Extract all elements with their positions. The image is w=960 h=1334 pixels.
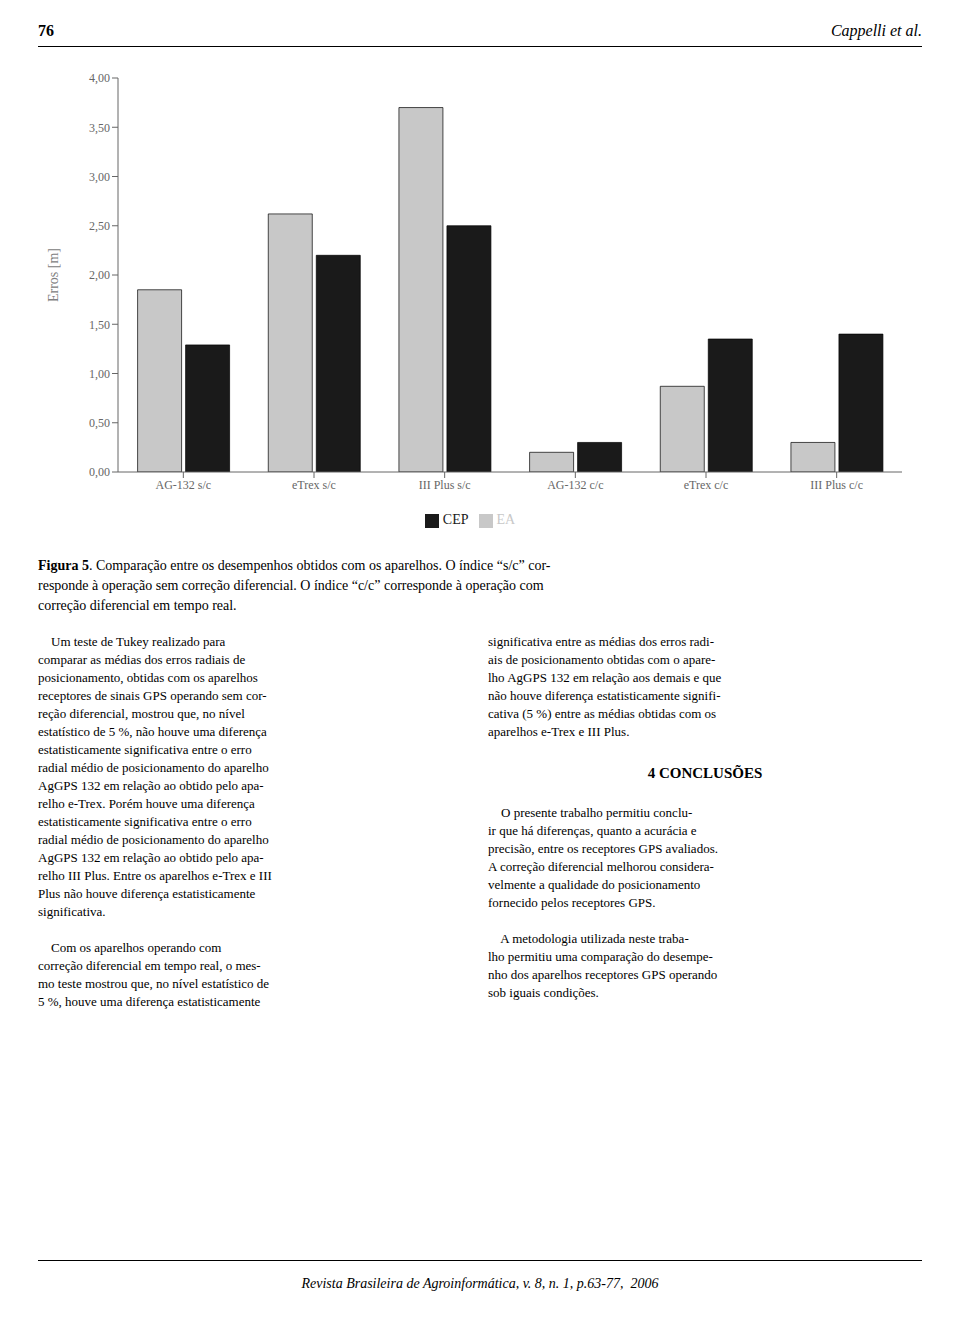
svg-text:2,00: 2,00 [89, 268, 110, 282]
html-text:4 CONCLUSÕES: 4 CONCLUSÕES [647, 765, 763, 781]
svg-text:AG-132 c/c: AG-132 c/c [547, 478, 603, 492]
html-text:O presente trabalho permitiu c: O presente trabalho permitiu conclu- ir … [488, 805, 718, 910]
html-text:significativa entre as médias: significativa entre as médias dos erros … [488, 634, 722, 739]
svg-text:eTrex c/c: eTrex c/c [684, 478, 729, 492]
html-text:CEP: CEP [442, 512, 469, 527]
html-text:Cappelli et al.: Cappelli et al. [830, 22, 922, 39]
html-text:Um teste de Tukey realizado pa: Um teste de Tukey realizado para compara… [38, 634, 272, 1009]
svg-text:Erros [m]: Erros [m] [46, 248, 61, 302]
svg-text:1,50: 1,50 [89, 318, 110, 332]
svg-text:III Plus c/c: III Plus c/c [810, 478, 863, 492]
svg-text:AG-132 s/c: AG-132 s/c [155, 478, 211, 492]
svg-text:0,00: 0,00 [89, 465, 110, 479]
svg-text:eTrex s/c: eTrex s/c [292, 478, 336, 492]
html-text:A metodologia utilizada neste: A metodologia utilizada neste traba- lho… [488, 931, 718, 1000]
html-text:Revista Brasileira de Agroinfo: Revista Brasileira de Agroinformática, v… [301, 1276, 659, 1291]
svg-text:2,50: 2,50 [89, 219, 110, 233]
svg-text:3,00: 3,00 [89, 170, 110, 184]
html-text:Figura 5. Comparação entre os: Figura 5. Comparação entre os desempenho… [38, 558, 551, 613]
svg-text:1,00: 1,00 [89, 367, 110, 381]
svg-text:III Plus s/c: III Plus s/c [419, 478, 471, 492]
svg-text:4,00: 4,00 [89, 71, 110, 85]
html-text:76: 76 [38, 22, 54, 39]
html-text:EA: EA [496, 512, 516, 527]
svg-text:0,50: 0,50 [89, 416, 110, 430]
svg-text:3,50: 3,50 [89, 121, 110, 135]
